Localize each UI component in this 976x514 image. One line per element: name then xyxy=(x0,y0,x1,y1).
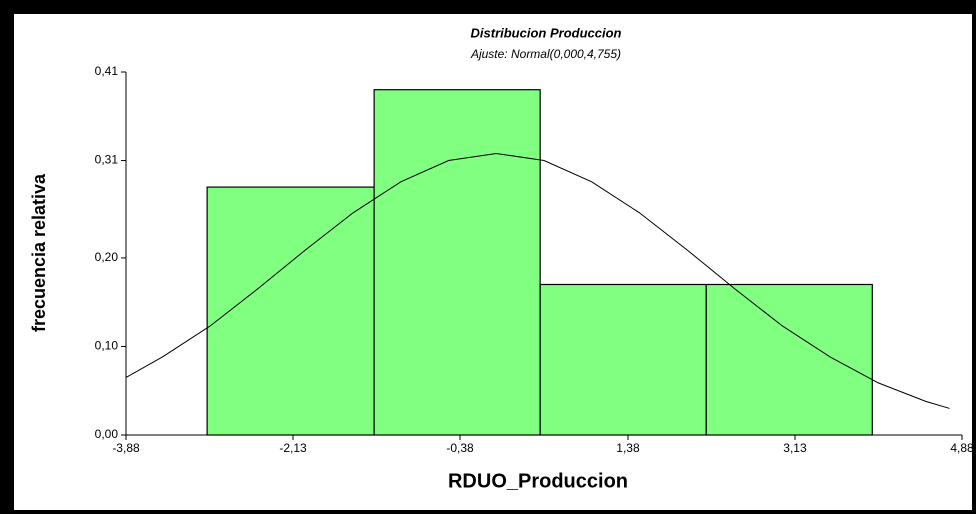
bar xyxy=(373,89,541,436)
y-tick-label: 0,10 xyxy=(95,339,119,353)
fitted-curve xyxy=(125,152,950,409)
x-axis-label: RDUO_Produccion xyxy=(448,470,628,492)
x-tick-label: -0,38 xyxy=(446,441,474,455)
bar xyxy=(206,186,375,436)
x-tick-label: -2,13 xyxy=(279,441,307,455)
chart-title: Distribucion Produccion xyxy=(471,25,622,40)
x-tick-label: -3,88 xyxy=(112,441,140,455)
y-tick-label: 0,20 xyxy=(95,250,119,264)
y-axis-label: frecuencia relativa xyxy=(29,173,49,332)
x-tick-label: 1,38 xyxy=(616,441,640,455)
bar xyxy=(705,283,873,436)
x-tick-label: 4,88 xyxy=(950,441,974,455)
bar xyxy=(539,283,707,436)
y-tick-label: 0,31 xyxy=(95,153,119,167)
x-tick-label: 3,13 xyxy=(783,441,807,455)
y-tick-label: 0,41 xyxy=(95,64,119,78)
chart-subtitle: Ajuste: Normal(0,000,4,755) xyxy=(470,47,621,61)
y-tick-label: 0,00 xyxy=(95,427,119,441)
